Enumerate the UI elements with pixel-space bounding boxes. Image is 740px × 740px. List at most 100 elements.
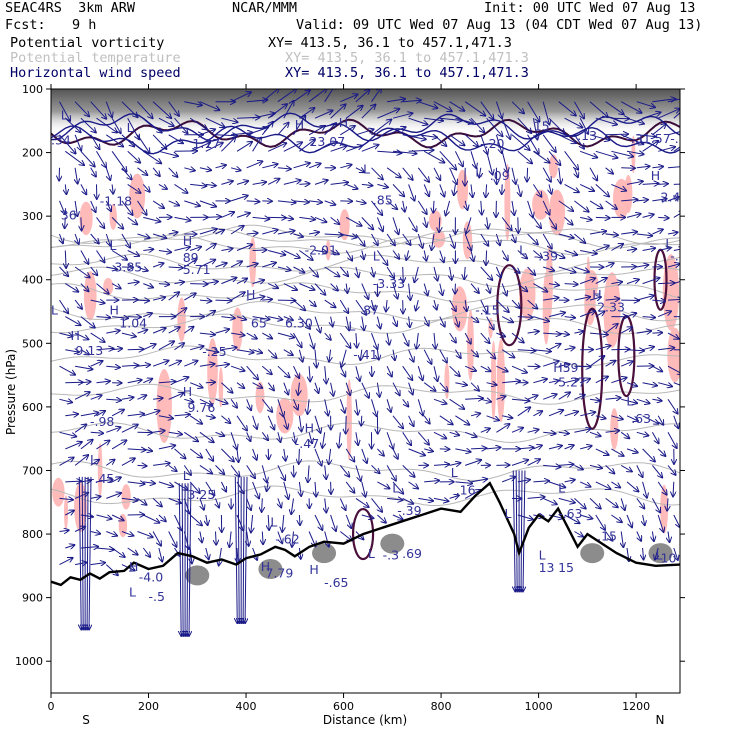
wind-vector — [449, 134, 465, 146]
wind-vector — [470, 382, 479, 391]
wind-vector — [205, 481, 215, 496]
wind-vector — [293, 299, 306, 310]
wind-vector — [80, 547, 98, 548]
x-axis-south: S — [82, 713, 90, 727]
wind-vector — [371, 399, 377, 416]
wind-vector — [309, 201, 322, 203]
wind-vector — [106, 233, 110, 246]
wind-vector — [268, 250, 285, 255]
wind-vector — [215, 135, 238, 136]
wind-vector — [532, 184, 541, 196]
pv-label: .69 — [402, 546, 422, 561]
wind-vector — [626, 415, 638, 421]
wind-vector — [80, 283, 89, 292]
wind-vector — [636, 398, 650, 403]
wind-vector — [355, 299, 366, 315]
wind-vector — [574, 200, 588, 212]
wind-vector — [152, 531, 161, 546]
wind-vector — [517, 317, 533, 318]
wind-vector — [267, 415, 274, 430]
wind-vector — [127, 317, 141, 318]
wind-vector-strong — [513, 470, 515, 591]
wind-vector — [277, 267, 291, 270]
wind-vector — [502, 381, 520, 383]
wind-vector — [158, 445, 175, 450]
pv-label: 2.46 — [661, 190, 689, 205]
wind-vector — [533, 350, 550, 352]
wind-vector — [361, 105, 376, 119]
wind-vector — [184, 168, 195, 171]
pv-label: -.5 — [149, 589, 165, 604]
wind-vector — [199, 333, 215, 335]
wind-vector-strong — [235, 476, 237, 623]
wind-vector — [605, 200, 617, 209]
wind-vector — [361, 382, 369, 398]
pv-shade-patch — [667, 327, 680, 383]
wind-vector — [626, 181, 643, 184]
wind-vector — [158, 184, 167, 189]
wind-vector — [152, 200, 164, 208]
wind-vector — [127, 449, 146, 450]
pv-label: H — [309, 562, 318, 577]
wind-vector — [449, 365, 460, 376]
y-tick-label: 400 — [22, 274, 43, 287]
wind-vector — [331, 316, 333, 327]
wind-vector — [215, 300, 232, 301]
wind-vector — [277, 168, 291, 169]
wind-vector — [621, 398, 637, 403]
wind-vector — [174, 377, 189, 384]
wind-vector — [59, 558, 73, 566]
wind-vector — [221, 415, 230, 423]
wind-vector — [402, 134, 426, 140]
wind-vector — [106, 331, 119, 334]
wind-vector — [626, 249, 636, 251]
pv-label: -.39 — [534, 249, 558, 264]
wind-vector — [542, 233, 552, 249]
wind-vector — [511, 101, 524, 114]
wind-vector — [517, 250, 527, 259]
pv-label: L — [626, 394, 633, 409]
wind-vector — [80, 382, 91, 383]
wind-vector — [158, 150, 178, 156]
wind-vector — [636, 498, 645, 508]
wind-vector — [308, 89, 327, 103]
wind-vector — [267, 143, 286, 152]
wind-vector — [174, 282, 185, 284]
wind-vector — [215, 329, 230, 334]
wind-vector — [527, 200, 533, 217]
wind-vector — [620, 431, 629, 438]
wind-vector — [611, 183, 626, 190]
wind-vector — [168, 327, 180, 334]
wind-vector — [355, 129, 374, 136]
wind-vector — [284, 448, 286, 461]
wind-vector — [174, 247, 190, 251]
wind-vector — [106, 134, 123, 147]
theta-contour-line — [51, 422, 680, 444]
wind-vector — [153, 431, 165, 433]
wind-vector — [651, 498, 660, 512]
wind-vector — [189, 481, 200, 493]
wind-vector — [65, 545, 74, 548]
wind-vector — [418, 101, 437, 108]
init-time: Init: 00 UTC Wed 07 Aug 13 — [484, 0, 696, 16]
wind-vector — [517, 448, 534, 449]
wind-vector — [642, 383, 657, 386]
wind-vector — [143, 411, 159, 417]
wind-vector — [121, 365, 138, 366]
wind-vector — [80, 117, 96, 132]
wind-vector — [548, 410, 563, 417]
wind-vector — [511, 134, 530, 150]
wind-vector — [90, 300, 105, 303]
wind-vector — [690, 181, 705, 185]
wind-vector — [221, 137, 235, 152]
wind-vector — [439, 184, 445, 196]
wind-vector — [112, 317, 128, 319]
wind-vector — [252, 182, 267, 184]
pv-contour-line — [51, 125, 680, 155]
wind-vector — [252, 250, 267, 251]
wind-vector — [168, 267, 183, 268]
wind-vector — [517, 480, 530, 482]
wind-vector — [455, 449, 470, 452]
wind-vector — [261, 432, 268, 440]
wind-vector — [423, 382, 435, 391]
